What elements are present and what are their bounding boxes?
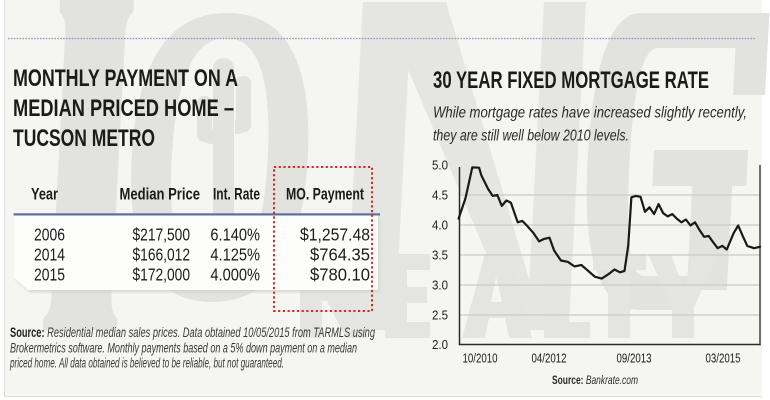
svg-text:Source: Residential median sal: Source: Residential median sales prices.… xyxy=(10,325,375,340)
svg-text:10/2010: 10/2010 xyxy=(463,352,498,366)
svg-text:09/2013: 09/2013 xyxy=(617,352,652,366)
svg-text:3.5: 3.5 xyxy=(432,248,448,262)
svg-text:$780.10: $780.10 xyxy=(310,265,370,285)
svg-text:5.0: 5.0 xyxy=(432,158,448,172)
svg-text:04/2012: 04/2012 xyxy=(532,352,567,366)
svg-text:they are still well below 2010: they are still well below 2010 levels. xyxy=(433,128,629,145)
svg-text:$166,012: $166,012 xyxy=(133,245,191,265)
svg-text:$172,000: $172,000 xyxy=(133,265,191,285)
svg-text:Year: Year xyxy=(31,185,58,204)
svg-text:3.0: 3.0 xyxy=(432,278,448,292)
svg-text:$1,257.48: $1,257.48 xyxy=(300,225,370,245)
svg-text:2014: 2014 xyxy=(34,245,65,265)
svg-text:2.5: 2.5 xyxy=(432,308,448,322)
svg-text:Brokermetrics software. Monthl: Brokermetrics software. Monthly payments… xyxy=(10,340,357,355)
svg-text:4.000%: 4.000% xyxy=(210,265,260,285)
svg-text:Median Price: Median Price xyxy=(120,185,201,204)
svg-text:MO. Payment: MO. Payment xyxy=(286,185,364,204)
svg-text:4.125%: 4.125% xyxy=(210,245,260,265)
svg-text:While mortgage rates have incr: While mortgage rates have increased slig… xyxy=(433,105,747,122)
svg-text:MONTHLY PAYMENT ON A: MONTHLY PAYMENT ON A xyxy=(13,65,238,92)
svg-text:03/2015: 03/2015 xyxy=(706,352,741,366)
svg-text:30 YEAR FIXED MORTGAGE RATE: 30 YEAR FIXED MORTGAGE RATE xyxy=(433,67,709,94)
svg-text:TUCSON METRO: TUCSON METRO xyxy=(13,125,155,152)
svg-text:4.5: 4.5 xyxy=(432,188,448,202)
svg-text:Source: Bankrate.com: Source: Bankrate.com xyxy=(552,373,638,387)
svg-text:6.140%: 6.140% xyxy=(210,225,260,245)
svg-text:MEDIAN PRICED HOME –: MEDIAN PRICED HOME – xyxy=(13,95,234,122)
svg-text:4.0: 4.0 xyxy=(432,218,448,232)
svg-text:2015: 2015 xyxy=(34,265,65,285)
svg-text:priced home. All data obtained: priced home. All data obtained is believ… xyxy=(9,356,284,371)
svg-text:$764.35: $764.35 xyxy=(310,245,370,265)
svg-text:2.0: 2.0 xyxy=(432,338,448,352)
svg-text:Int. Rate: Int. Rate xyxy=(213,185,260,204)
svg-text:$217,500: $217,500 xyxy=(133,225,191,245)
svg-text:2006: 2006 xyxy=(34,225,65,245)
